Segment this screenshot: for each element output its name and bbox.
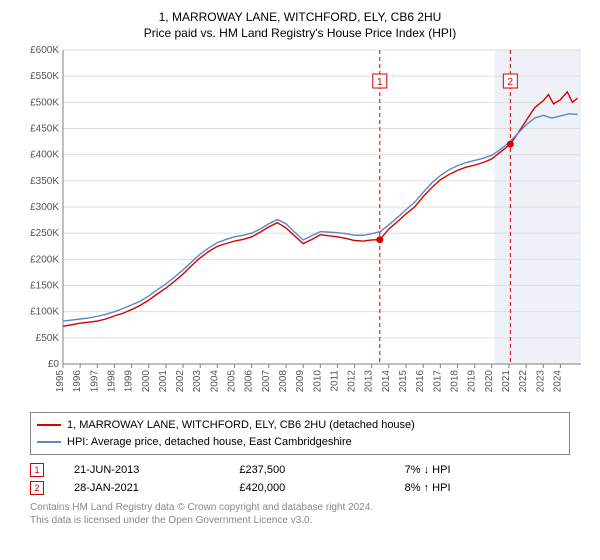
svg-text:2006: 2006 — [244, 370, 255, 393]
svg-text:2009: 2009 — [295, 370, 306, 393]
marker-box-2: 2 — [30, 481, 44, 495]
svg-text:2004: 2004 — [209, 370, 220, 393]
svg-text:2017: 2017 — [432, 370, 443, 393]
tx-date: 28-JAN-2021 — [74, 482, 239, 494]
svg-text:2001: 2001 — [158, 370, 169, 393]
chart-title: 1, MARROWAY LANE, WITCHFORD, ELY, CB6 2H… — [12, 10, 588, 24]
svg-text:2005: 2005 — [227, 370, 238, 393]
svg-text:£150K: £150K — [30, 281, 59, 292]
svg-text:2021: 2021 — [501, 370, 512, 393]
tx-date: 21-JUN-2013 — [74, 464, 239, 476]
svg-text:2003: 2003 — [192, 370, 203, 393]
tx-delta: 7% ↓ HPI — [405, 464, 570, 476]
tx-delta: 8% ↑ HPI — [405, 482, 570, 494]
table-row: 1 21-JUN-2013 £237,500 7% ↓ HPI — [30, 461, 570, 479]
legend-label-hpi: HPI: Average price, detached house, East… — [67, 434, 352, 451]
chart-subtitle: Price paid vs. HM Land Registry's House … — [12, 26, 588, 40]
svg-text:1995: 1995 — [55, 370, 66, 393]
svg-text:1: 1 — [377, 77, 383, 88]
svg-text:2000: 2000 — [141, 370, 152, 393]
marker-box-1: 1 — [30, 463, 44, 477]
svg-text:2016: 2016 — [415, 370, 426, 393]
svg-text:2018: 2018 — [450, 370, 461, 393]
legend-label-property: 1, MARROWAY LANE, WITCHFORD, ELY, CB6 2H… — [67, 417, 415, 434]
svg-text:£400K: £400K — [30, 150, 59, 161]
svg-text:£350K: £350K — [30, 176, 59, 187]
svg-text:2008: 2008 — [278, 370, 289, 393]
svg-text:£50K: £50K — [36, 333, 60, 344]
svg-text:2012: 2012 — [347, 370, 358, 393]
tx-price: £237,500 — [239, 464, 404, 476]
footer-line1: Contains HM Land Registry data © Crown c… — [30, 501, 570, 514]
svg-text:£550K: £550K — [30, 71, 59, 82]
legend-row-property: 1, MARROWAY LANE, WITCHFORD, ELY, CB6 2H… — [37, 417, 563, 434]
legend-row-hpi: HPI: Average price, detached house, East… — [37, 434, 563, 451]
svg-text:2015: 2015 — [398, 370, 409, 393]
legend-swatch-property — [37, 424, 61, 426]
svg-text:2023: 2023 — [535, 370, 546, 393]
svg-text:1996: 1996 — [72, 370, 83, 393]
svg-text:2002: 2002 — [175, 370, 186, 393]
chart-container: 1, MARROWAY LANE, WITCHFORD, ELY, CB6 2H… — [0, 0, 600, 560]
svg-text:2014: 2014 — [381, 370, 392, 393]
svg-text:2010: 2010 — [312, 370, 323, 393]
svg-text:1998: 1998 — [106, 370, 117, 393]
transaction-table: 1 21-JUN-2013 £237,500 7% ↓ HPI 2 28-JAN… — [30, 461, 570, 497]
footer: Contains HM Land Registry data © Crown c… — [30, 501, 570, 527]
svg-text:£300K: £300K — [30, 202, 59, 213]
legend-swatch-hpi — [37, 441, 61, 443]
svg-text:£100K: £100K — [30, 307, 59, 318]
svg-text:2011: 2011 — [329, 370, 340, 392]
table-row: 2 28-JAN-2021 £420,000 8% ↑ HPI — [30, 479, 570, 497]
svg-text:2022: 2022 — [518, 370, 529, 393]
svg-text:£0: £0 — [48, 359, 60, 370]
svg-text:2020: 2020 — [484, 370, 495, 393]
svg-text:2: 2 — [508, 77, 514, 88]
svg-text:2019: 2019 — [467, 370, 478, 393]
svg-text:£250K: £250K — [30, 228, 59, 239]
svg-text:£450K: £450K — [30, 124, 59, 135]
svg-text:1997: 1997 — [89, 370, 100, 393]
svg-text:£600K: £600K — [30, 45, 59, 56]
svg-text:£200K: £200K — [30, 254, 59, 265]
footer-line2: This data is licensed under the Open Gov… — [30, 514, 570, 527]
svg-text:2007: 2007 — [261, 370, 272, 393]
chart-area: £0 £50K £100K £150K £200K £250K £300K £350K £400… — [13, 44, 587, 404]
chart-svg: £0 £50K £100K £150K £200K £250K £300K £350K £400… — [13, 44, 587, 404]
legend-box: 1, MARROWAY LANE, WITCHFORD, ELY, CB6 2H… — [30, 412, 570, 455]
svg-text:2024: 2024 — [552, 370, 563, 393]
svg-text:2013: 2013 — [364, 370, 375, 393]
tx-price: £420,000 — [239, 482, 404, 494]
svg-text:£500K: £500K — [30, 97, 59, 108]
svg-text:1999: 1999 — [124, 370, 135, 393]
